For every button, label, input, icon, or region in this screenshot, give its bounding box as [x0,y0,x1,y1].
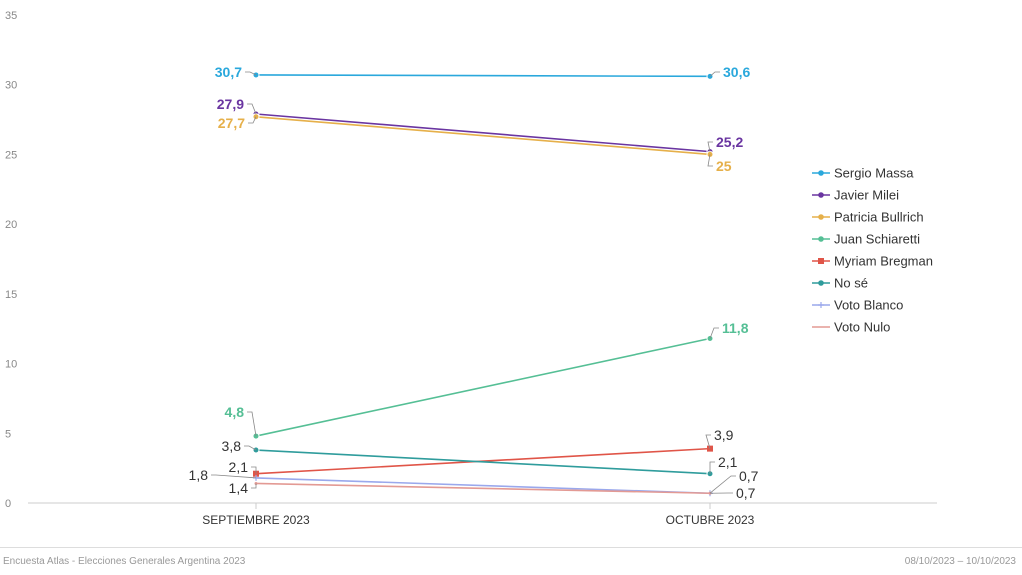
legend-item[interactable]: Sergio Massa [812,166,914,181]
label-connector [709,461,715,474]
label-connector [709,327,719,339]
data-label: 25,2 [716,134,743,150]
legend-item[interactable]: No sé [812,276,868,291]
x-tick-label: OCTUBRE 2023 [666,513,755,527]
label-connector [709,71,720,77]
x-tick-label: SEPTIEMBRE 2023 [202,513,310,527]
data-label: 1,4 [229,480,249,496]
legend-item[interactable]: Voto Blanco [812,298,903,313]
data-label: 3,8 [222,438,242,454]
footer-source: Encuesta Atlas - Elecciones Generales Ar… [3,556,246,567]
legend-label: Voto Nulo [834,320,890,335]
y-tick-label: 5 [5,428,11,440]
y-tick-label: 30 [5,80,17,92]
label-connector [247,411,257,437]
data-label: 0,7 [739,468,759,484]
legend-item[interactable]: Myriam Bregman [812,254,933,269]
data-label: 0,7 [736,485,756,501]
series-line [255,337,711,437]
label-connector [247,103,257,115]
data-label: 1,8 [189,467,209,483]
data-label: 27,9 [217,96,244,112]
label-connector [709,475,736,494]
legend-marker [818,236,824,242]
line-chart: 0 5 10 15 20 25 30 35 SEPTIEMBRE 2023 OCTUBRE 20… [5,10,937,527]
legend-label: Javier Milei [834,188,899,203]
legend-label: Juan Schiaretti [834,232,920,247]
y-tick-label: 25 [5,149,17,161]
y-tick-label: 20 [5,219,17,231]
legend-item[interactable]: Patricia Bullrich [812,210,924,225]
series-layer [252,71,714,497]
y-tick-label: 35 [5,10,17,22]
label-connector [707,154,713,167]
data-label: 2,1 [229,459,249,475]
y-tick-label: 15 [5,289,17,301]
label-connector [211,474,257,479]
x-axis: SEPTIEMBRE 2023 OCTUBRE 2023 [202,503,755,527]
footer-divider [0,547,1022,548]
data-label: 25 [716,158,732,174]
legend-item[interactable]: Javier Milei [812,188,899,203]
series-line [255,74,711,78]
label-connector [707,141,713,152]
legend-marker [818,280,824,286]
data-label: 4,8 [225,404,245,420]
legend-label: Sergio Massa [834,166,914,181]
data-label: 30,6 [723,64,750,80]
label-connector [248,116,257,124]
legend-label: Patricia Bullrich [834,210,924,225]
series-line [255,477,711,495]
series-line [255,113,711,153]
label-connector [251,466,257,474]
legend-label: No sé [834,276,868,291]
data-label: 11,8 [722,320,749,336]
label-connector [245,71,257,76]
data-label: 27,7 [218,115,245,131]
data-labels: 30,7 30,6 27,9 25,2 27,7 25 4,8 11,8 2,1 3,9 3,8 2,… [189,64,759,501]
label-connector [244,445,257,451]
series-line [255,115,711,156]
y-axis: 0 5 10 15 20 25 30 35 [5,10,937,510]
label-connector [705,434,711,449]
legend-item[interactable]: Voto Nulo [812,320,890,335]
legend-marker [818,192,824,198]
series-line [255,449,711,475]
legend-marker [818,214,824,220]
legend[interactable]: Sergio Massa Javier Milei Patricia Bullric… [812,166,933,335]
data-label: 30,7 [215,64,242,80]
data-label: 2,1 [718,454,738,470]
series-line [255,482,711,495]
legend-label: Voto Blanco [834,298,903,313]
y-tick-label: 0 [5,498,11,510]
legend-marker [818,258,824,264]
label-connector [251,483,257,489]
legend-item[interactable]: Juan Schiaretti [812,232,920,247]
y-tick-label: 10 [5,359,17,371]
legend-marker [818,170,824,176]
legend-marker [818,302,824,308]
legend-label: Myriam Bregman [834,254,933,269]
data-label: 3,9 [714,427,734,443]
footer-date-range: 08/10/2023 – 10/10/2023 [904,556,1016,567]
